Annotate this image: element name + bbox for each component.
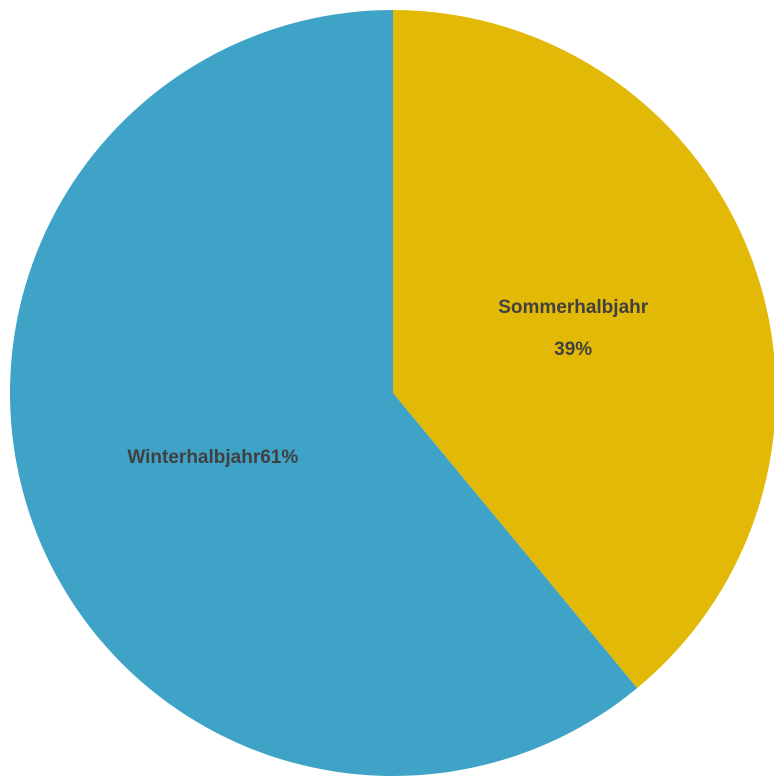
value-label: 39% (554, 339, 592, 360)
pie-slice (393, 10, 774, 689)
data-label: Winterhalbjahr61% (127, 447, 298, 468)
pie-slice (9, 10, 638, 776)
value-label: 61% (260, 447, 298, 468)
category-label: Sommerhalbjahr (498, 297, 649, 318)
category-label: Winterhalbjahr (127, 447, 260, 468)
data-label: Sommerhalbjahr 39% (498, 297, 649, 360)
